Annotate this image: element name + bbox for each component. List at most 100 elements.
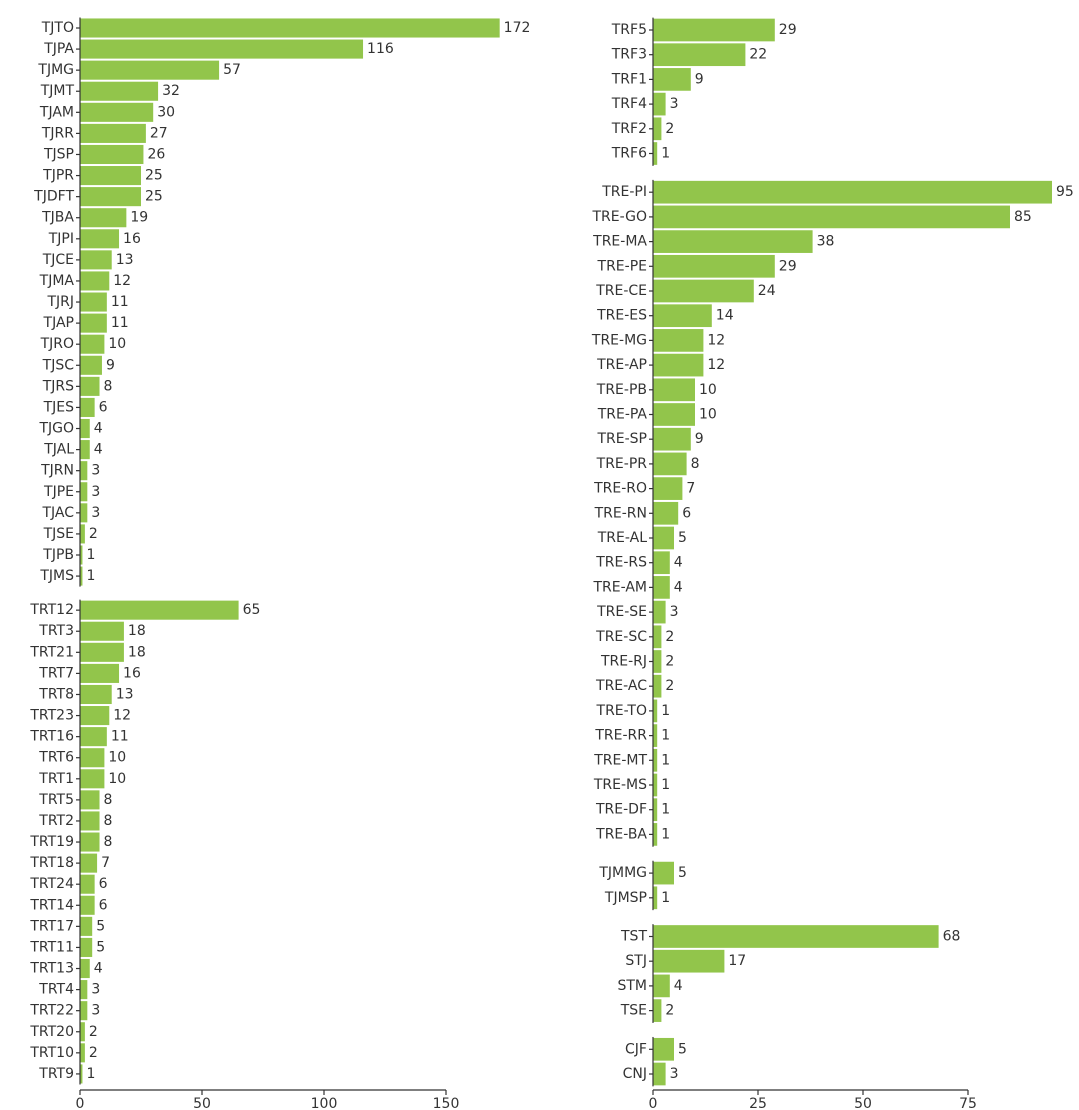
value-label: 3 <box>670 604 679 620</box>
value-label: 19 <box>130 210 148 226</box>
category-label: TRE-RO <box>593 481 647 497</box>
category-label: TJAC <box>41 505 74 521</box>
category-label: TJES <box>43 399 75 415</box>
category-label: TJTO <box>41 20 74 36</box>
category-label: TJCE <box>42 252 74 268</box>
bar <box>80 18 500 38</box>
category-label: TJMSP <box>604 890 647 906</box>
category-label: TJBA <box>41 210 74 226</box>
value-label: 1 <box>661 802 670 818</box>
category-label: TJAP <box>43 315 74 331</box>
category-label: TJMMG <box>598 865 647 881</box>
category-label: TRE-SC <box>595 629 647 645</box>
category-label: TJMA <box>39 273 75 289</box>
value-label: 2 <box>665 1003 674 1019</box>
value-label: 38 <box>817 234 835 250</box>
category-label: TJDFT <box>33 189 74 205</box>
category-label: TRE-BA <box>595 826 647 842</box>
bar <box>80 81 159 101</box>
bar <box>80 663 120 683</box>
value-label: 3 <box>91 982 100 998</box>
value-label: 8 <box>104 378 113 394</box>
bar <box>80 440 90 460</box>
bar <box>80 313 107 333</box>
bar <box>653 18 775 42</box>
category-label: TRF1 <box>611 71 647 87</box>
bar <box>80 166 141 186</box>
value-label: 2 <box>89 1045 98 1061</box>
category-label: TRE-SE <box>596 604 647 620</box>
category-label: TRE-ES <box>596 308 647 324</box>
category-label: TJPE <box>43 484 74 500</box>
category-label: TJSC <box>42 357 75 373</box>
value-label: 1 <box>86 547 95 563</box>
category-label: TRT24 <box>29 876 74 892</box>
value-label: 172 <box>504 20 531 36</box>
x-tick-label: 75 <box>959 1096 977 1110</box>
value-label: 14 <box>716 308 734 324</box>
category-label: STM <box>617 978 647 994</box>
value-label: 2 <box>665 629 674 645</box>
category-label: TRE-SP <box>596 431 647 447</box>
value-label: 2 <box>665 678 674 694</box>
bar <box>653 600 666 624</box>
category-label: TJAM <box>39 104 74 120</box>
category-label: TRF3 <box>611 47 647 63</box>
bar <box>80 980 88 1000</box>
bar <box>80 144 144 165</box>
value-label: 1 <box>661 890 670 906</box>
category-label: TRT12 <box>29 602 74 618</box>
value-label: 1 <box>661 703 670 719</box>
value-label: 5 <box>96 918 105 934</box>
value-label: 12 <box>707 357 725 373</box>
value-label: 8 <box>104 792 113 808</box>
value-label: 22 <box>749 47 767 63</box>
bar <box>80 461 88 481</box>
value-label: 9 <box>695 431 704 447</box>
bar <box>653 427 691 451</box>
value-label: 11 <box>111 315 129 331</box>
category-label: TRT2 <box>38 813 74 829</box>
bar <box>653 92 666 116</box>
bar <box>653 925 939 948</box>
value-label: 18 <box>128 623 146 639</box>
value-label: 7 <box>686 481 695 497</box>
bar <box>80 1022 85 1042</box>
bar <box>80 642 124 662</box>
bar <box>80 811 100 831</box>
bar <box>653 117 662 141</box>
value-label: 27 <box>150 125 168 141</box>
bar <box>80 916 93 936</box>
bar <box>80 1001 88 1021</box>
category-label: TRE-AP <box>596 357 647 373</box>
bar <box>80 832 100 852</box>
category-label: TRE-PE <box>597 258 647 274</box>
category-label: TRT11 <box>29 939 74 955</box>
bar <box>653 823 658 846</box>
value-label: 4 <box>94 421 103 437</box>
value-label: 30 <box>157 104 175 120</box>
value-label: 6 <box>99 897 108 913</box>
value-label: 4 <box>94 442 103 458</box>
bar <box>80 706 110 726</box>
category-label: TJRR <box>41 125 74 141</box>
value-label: 4 <box>94 961 103 977</box>
value-label: 2 <box>665 121 674 137</box>
category-label: TRE-RS <box>595 555 647 571</box>
bar <box>80 292 107 312</box>
bar <box>80 503 88 523</box>
category-label: TRF2 <box>611 121 647 137</box>
category-label: TJSE <box>43 526 74 542</box>
category-label: TRT4 <box>38 982 74 998</box>
category-label: TRE-GO <box>591 209 647 225</box>
bar <box>653 773 658 797</box>
bar <box>80 545 83 565</box>
value-label: 1 <box>86 568 95 584</box>
value-label: 26 <box>147 146 165 162</box>
value-label: 10 <box>108 771 126 787</box>
category-label: TJPI <box>48 231 74 247</box>
bar <box>80 187 141 207</box>
bar <box>80 600 239 620</box>
value-label: 65 <box>243 602 261 618</box>
